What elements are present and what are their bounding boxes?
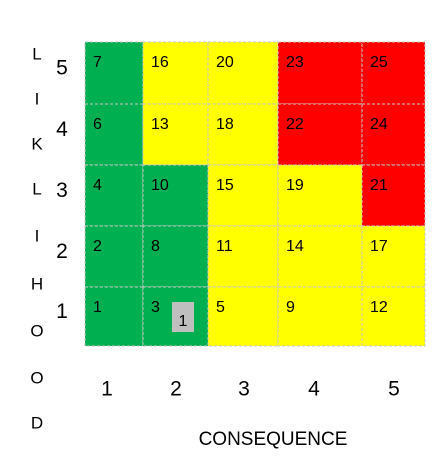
marker-box [172, 302, 194, 332]
marker-label: 1 [179, 313, 188, 330]
cell-value: 19 [286, 177, 304, 194]
cell [84, 286, 144, 347]
cell [84, 103, 144, 166]
y-axis-title-letter: O [30, 321, 43, 340]
row-label: 2 [56, 240, 68, 263]
y-axis-title-letter: I [35, 226, 40, 245]
row-label: 3 [56, 179, 68, 202]
cell [207, 103, 279, 166]
cell-value: 6 [93, 116, 102, 133]
cell-value: 10 [151, 177, 169, 194]
cell-value: 1 [93, 299, 102, 316]
cell [207, 164, 279, 227]
cell-value: 22 [286, 116, 304, 133]
cell [142, 103, 209, 166]
cell-value: 18 [216, 116, 234, 133]
cell-value: 13 [151, 116, 169, 133]
cell [361, 103, 426, 166]
cell [84, 225, 144, 288]
cell [277, 41, 363, 105]
cell-value: 20 [216, 54, 234, 71]
cell-value: 15 [216, 177, 234, 194]
cell [361, 164, 426, 227]
y-axis-title-letter: L [32, 179, 41, 198]
cell-value: 23 [286, 54, 304, 71]
y-axis-title-letter: I [35, 89, 40, 108]
cell-value: 5 [216, 299, 225, 316]
y-axis-title-letter: O [30, 368, 43, 387]
row-label: 1 [56, 300, 68, 323]
cell [361, 286, 426, 347]
cell-value: 25 [370, 54, 388, 71]
x-axis-title: CONSEQUENCE [199, 429, 348, 450]
row-label: 4 [56, 118, 68, 141]
cell-value: 4 [93, 177, 102, 194]
cell-value: 14 [286, 238, 304, 255]
cell [277, 103, 363, 166]
cell-value: 21 [370, 177, 388, 194]
y-axis-title-letter: H [31, 274, 43, 293]
cell-value: 17 [370, 238, 388, 255]
column-label: 2 [170, 378, 182, 401]
cell [142, 225, 209, 288]
column-label: 4 [308, 378, 320, 401]
cell-value: 2 [93, 238, 102, 255]
cell [207, 286, 279, 347]
cell-value: 9 [286, 299, 295, 316]
cell [207, 225, 279, 288]
cell [277, 286, 363, 347]
column-label: 1 [101, 378, 113, 401]
cell [277, 164, 363, 227]
y-axis-title-letter: K [31, 134, 43, 153]
row-label: 5 [56, 57, 68, 80]
cell-value: 11 [216, 238, 233, 255]
cell-value: 3 [151, 299, 160, 316]
cell-value: 12 [370, 299, 388, 316]
column-label: 3 [238, 378, 250, 401]
cell [207, 41, 279, 105]
cell-value: 24 [370, 116, 388, 133]
cell [84, 41, 144, 105]
cell-value: 16 [151, 54, 169, 71]
cell [142, 164, 209, 227]
cell [361, 225, 426, 288]
y-axis-title-letter: L [32, 44, 41, 63]
cell [361, 41, 426, 105]
cell [142, 41, 209, 105]
cell-value: 8 [151, 238, 160, 255]
column-label: 5 [388, 378, 400, 401]
cell [84, 164, 144, 227]
y-axis-title-letter: D [31, 413, 43, 432]
cell [277, 225, 363, 288]
cell-value: 7 [93, 54, 102, 71]
